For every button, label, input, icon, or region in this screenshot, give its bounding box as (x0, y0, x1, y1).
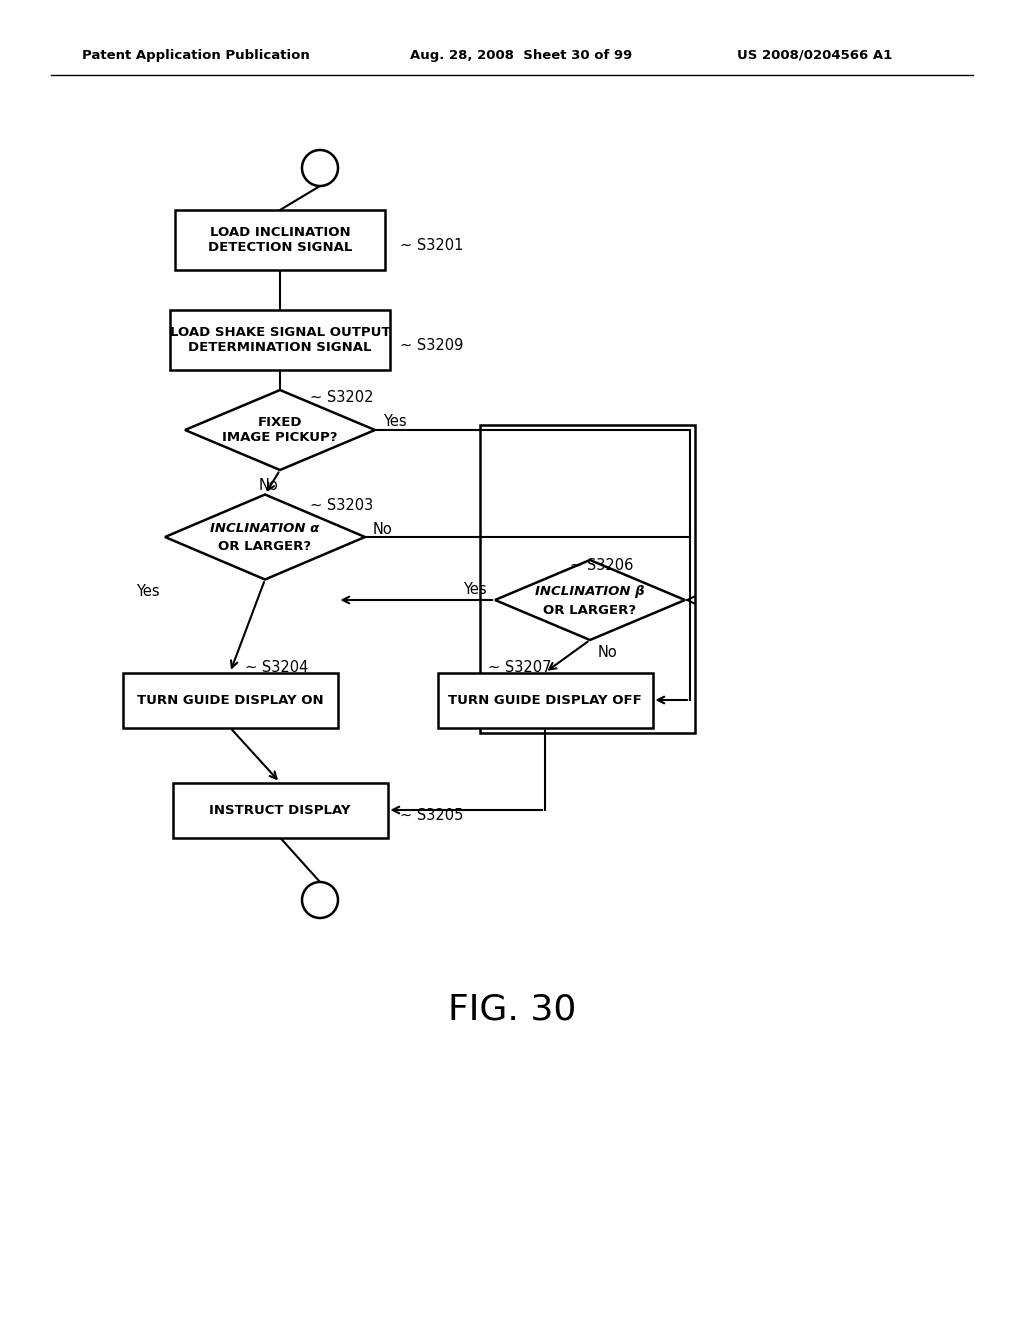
Circle shape (302, 150, 338, 186)
Bar (437, 672, 652, 727)
Bar (123, 672, 338, 727)
Text: OR LARGER?: OR LARGER? (544, 603, 637, 616)
Text: No: No (258, 478, 278, 492)
Text: Yes: Yes (464, 582, 487, 598)
Text: Yes: Yes (383, 414, 407, 429)
Text: OR LARGER?: OR LARGER? (218, 540, 311, 553)
Text: Aug. 28, 2008  Sheet 30 of 99: Aug. 28, 2008 Sheet 30 of 99 (410, 49, 632, 62)
Text: No: No (373, 521, 393, 536)
Text: ∼ S3201: ∼ S3201 (400, 238, 464, 252)
Text: TURN GUIDE DISPLAY ON: TURN GUIDE DISPLAY ON (136, 693, 324, 706)
Text: FIG. 30: FIG. 30 (447, 993, 577, 1027)
Bar (480, 425, 695, 733)
Text: TURN GUIDE DISPLAY OFF: TURN GUIDE DISPLAY OFF (449, 693, 642, 706)
Polygon shape (165, 495, 365, 579)
Text: ∼ S3209: ∼ S3209 (400, 338, 464, 352)
Text: ∼ S3206: ∼ S3206 (570, 557, 634, 573)
Text: Patent Application Publication: Patent Application Publication (82, 49, 309, 62)
Text: Yes: Yes (136, 585, 160, 599)
Text: INCLINATION β: INCLINATION β (536, 586, 645, 598)
Text: INCLINATION α: INCLINATION α (210, 523, 319, 536)
Text: ∼ S3202: ∼ S3202 (310, 391, 374, 405)
Polygon shape (495, 560, 685, 640)
Text: ∼ S3204: ∼ S3204 (245, 660, 308, 676)
Text: ∼ S3203: ∼ S3203 (310, 498, 374, 512)
Bar (172, 783, 387, 837)
Text: LOAD INCLINATION
DETECTION SIGNAL: LOAD INCLINATION DETECTION SIGNAL (208, 226, 352, 253)
Circle shape (302, 882, 338, 917)
Polygon shape (185, 389, 375, 470)
Text: ∼ S3205: ∼ S3205 (400, 808, 464, 822)
Bar (170, 310, 390, 370)
Text: INSTRUCT DISPLAY: INSTRUCT DISPLAY (209, 804, 351, 817)
Text: US 2008/0204566 A1: US 2008/0204566 A1 (737, 49, 893, 62)
Text: ∼ S3207: ∼ S3207 (488, 660, 552, 676)
Bar (175, 210, 385, 271)
Text: FIXED
IMAGE PICKUP?: FIXED IMAGE PICKUP? (222, 416, 338, 444)
Text: No: No (598, 645, 617, 660)
Text: LOAD SHAKE SIGNAL OUTPUT
DETERMINATION SIGNAL: LOAD SHAKE SIGNAL OUTPUT DETERMINATION S… (170, 326, 390, 354)
